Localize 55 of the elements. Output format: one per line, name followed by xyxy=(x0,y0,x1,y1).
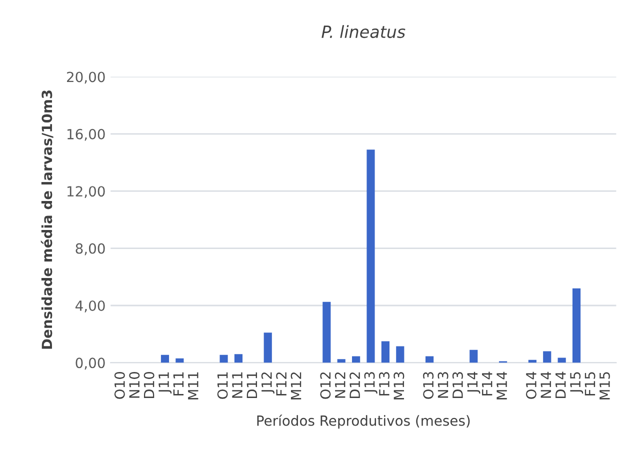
y-tick-label: 12,00 xyxy=(68,186,105,198)
bar xyxy=(322,302,331,363)
x-tick-label: M12 xyxy=(290,372,302,400)
x-tick-label: M15 xyxy=(600,372,610,400)
x-tick-label: J11 xyxy=(158,372,172,394)
bar xyxy=(470,350,478,363)
x-tick-label: F15 xyxy=(584,372,596,396)
x-tick-label: D10 xyxy=(144,372,154,398)
x-tick-label: D14 xyxy=(556,372,566,398)
bar xyxy=(220,354,228,363)
x-tick-label: N14 xyxy=(540,372,551,398)
chart-title: P. lineatus xyxy=(322,25,406,38)
bar xyxy=(337,359,346,363)
y-tick-label: 20,00 xyxy=(66,72,105,84)
y-axis-title: Densidade média de larvas/10m3 xyxy=(40,90,54,349)
bar xyxy=(396,346,404,363)
x-axis-title: Períodos Reprodutivos (meses) xyxy=(257,414,470,429)
x-tick-label: D11 xyxy=(246,372,257,398)
bar xyxy=(572,288,581,363)
y-tick-label: 0,00 xyxy=(76,358,105,370)
y-tick-label: 16,00 xyxy=(68,128,105,141)
bar xyxy=(381,341,390,363)
x-tick-label: F12 xyxy=(276,372,286,396)
x-tick-label: M14 xyxy=(496,372,507,400)
x-tick-label: O10 xyxy=(114,372,125,399)
bar xyxy=(264,332,272,363)
y-tick-label: 8,00 xyxy=(76,243,105,256)
bar xyxy=(160,354,170,363)
x-tick-label: N11 xyxy=(232,372,242,398)
bar xyxy=(426,356,434,363)
y-tick-label: 4,00 xyxy=(75,300,105,312)
x-tick-label: O13 xyxy=(423,372,434,399)
bar xyxy=(543,351,552,363)
bar xyxy=(176,358,184,363)
x-tick-label: O12 xyxy=(320,372,331,399)
x-tick-label: O14 xyxy=(526,372,536,399)
x-tick-label: F11 xyxy=(173,372,184,396)
x-tick-label: J15 xyxy=(570,372,584,394)
x-tick-label: D12 xyxy=(350,372,360,398)
x-tick-label: N13 xyxy=(438,372,448,398)
x-tick-label: D13 xyxy=(452,372,463,398)
x-tick-label: M13 xyxy=(394,372,404,400)
x-tick-label: M11 xyxy=(188,372,198,400)
x-tick-label: N10 xyxy=(129,372,140,398)
bar xyxy=(352,356,360,363)
bar xyxy=(366,150,375,363)
x-tick-label: N12 xyxy=(334,372,346,398)
x-tick-label: O11 xyxy=(217,372,228,399)
bar xyxy=(234,354,243,363)
x-tick-label: J14 xyxy=(467,372,480,394)
x-tick-label: F14 xyxy=(482,372,492,396)
x-tick-label: J12 xyxy=(261,372,274,394)
x-tick-label: F13 xyxy=(378,372,390,396)
x-tick-label: J13 xyxy=(364,372,378,394)
bar xyxy=(558,358,566,363)
